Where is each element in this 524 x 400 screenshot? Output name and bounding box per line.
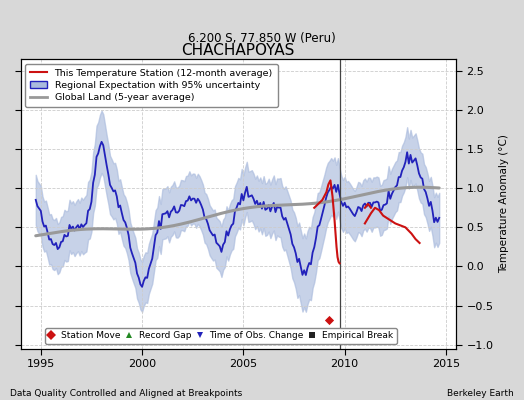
Legend: Station Move, Record Gap, Time of Obs. Change, Empirical Break: Station Move, Record Gap, Time of Obs. C… [45, 328, 397, 344]
Title: CHACHAPOYAS: CHACHAPOYAS [182, 43, 295, 58]
Point [325, 316, 334, 323]
Text: Data Quality Controlled and Aligned at Breakpoints: Data Quality Controlled and Aligned at B… [10, 389, 243, 398]
Text: Berkeley Earth: Berkeley Earth [447, 389, 514, 398]
Text: 6.200 S, 77.850 W (Peru): 6.200 S, 77.850 W (Peru) [188, 32, 336, 45]
Y-axis label: Temperature Anomaly (°C): Temperature Anomaly (°C) [499, 134, 509, 273]
